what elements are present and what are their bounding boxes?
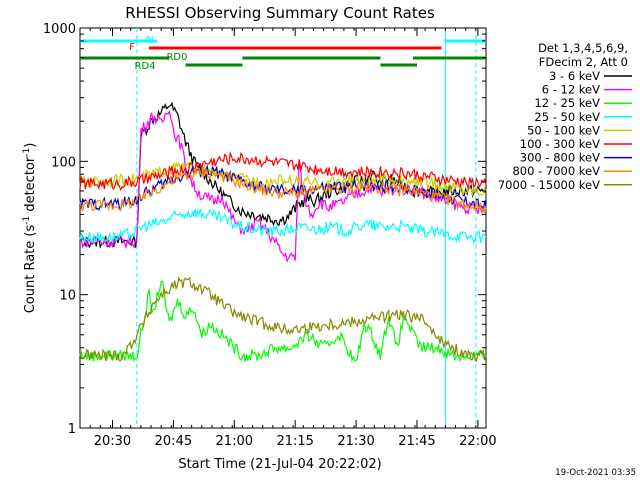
y-axis-label-mid: detector (23, 156, 38, 216)
y-tick-label: 1000 (43, 22, 76, 37)
series-line (79, 167, 487, 214)
y-axis-label-end: ) (23, 143, 38, 148)
series-layer (79, 101, 487, 363)
x-axis: 20:30 20:45 21:00 21:15 21:30 21:45 22:00 (79, 28, 497, 449)
legend-label: 300 - 800 keV (520, 151, 600, 165)
legend: Det 1,3,4,5,6,9, FDecim 2, Att 0 3 - 6 k… (498, 41, 632, 192)
vertical-markers (136, 28, 477, 428)
chart-title: RHESSI Observing Summary Count Rates (125, 4, 435, 22)
y-axis-label-sup1: -1 (22, 216, 32, 225)
legend-header-line-2: FDecim 2, Att 0 (539, 55, 628, 69)
series-line (79, 109, 487, 263)
plot-border (79, 27, 487, 429)
plot-area (79, 27, 487, 429)
y-axis: 1 10 100 1000 (43, 22, 486, 437)
x-tick-label: 21:45 (398, 434, 435, 449)
series-line (79, 207, 487, 246)
legend-label: 25 - 50 keV (534, 110, 600, 124)
legend-label: 12 - 25 keV (534, 96, 600, 110)
x-tick-label: 21:30 (337, 434, 374, 449)
y-tick-label: 1 (68, 422, 76, 437)
legend-label: 3 - 6 keV (549, 69, 600, 83)
flag-bars: NF RD0 RD4 (80, 35, 486, 72)
series-line (79, 150, 487, 192)
x-tick-label: 20:30 (94, 434, 131, 449)
legend-header-line-1: Det 1,3,4,5,6,9, (538, 41, 628, 55)
flag-label: RD0 (166, 52, 187, 63)
legend-label: 7000 - 15000 keV (498, 178, 600, 192)
x-tick-label: 21:15 (276, 434, 313, 449)
x-axis-label: Start Time (21-Jul-04 20:22:02) (178, 457, 381, 472)
legend-label: 800 - 7000 keV (512, 164, 600, 178)
y-axis-label: Count Rate (s-1 detector-1) (22, 143, 38, 314)
series-line (79, 164, 487, 212)
y-axis-label-main: Count Rate (s (23, 225, 38, 314)
series-line (79, 276, 487, 363)
x-tick-label: 22:00 (459, 434, 496, 449)
legend-label: 100 - 300 keV (520, 137, 600, 151)
series-line (79, 159, 487, 197)
y-tick-label: 100 (51, 155, 76, 170)
legend-label: 50 - 100 keV (527, 123, 600, 137)
x-tick-label: 20:45 (155, 434, 192, 449)
y-axis-label-sup2: -1 (22, 148, 32, 157)
flag-label: N (146, 35, 153, 46)
timestamp: 19-Oct-2021 03:35 (555, 468, 636, 478)
flag-label: RD4 (134, 61, 155, 72)
y-tick-label: 10 (59, 289, 76, 304)
x-tick-label: 21:00 (216, 434, 253, 449)
legend-label: 6 - 12 keV (542, 83, 600, 97)
flag-label: F (129, 42, 135, 53)
series-line (79, 280, 487, 363)
series-line (79, 101, 487, 249)
